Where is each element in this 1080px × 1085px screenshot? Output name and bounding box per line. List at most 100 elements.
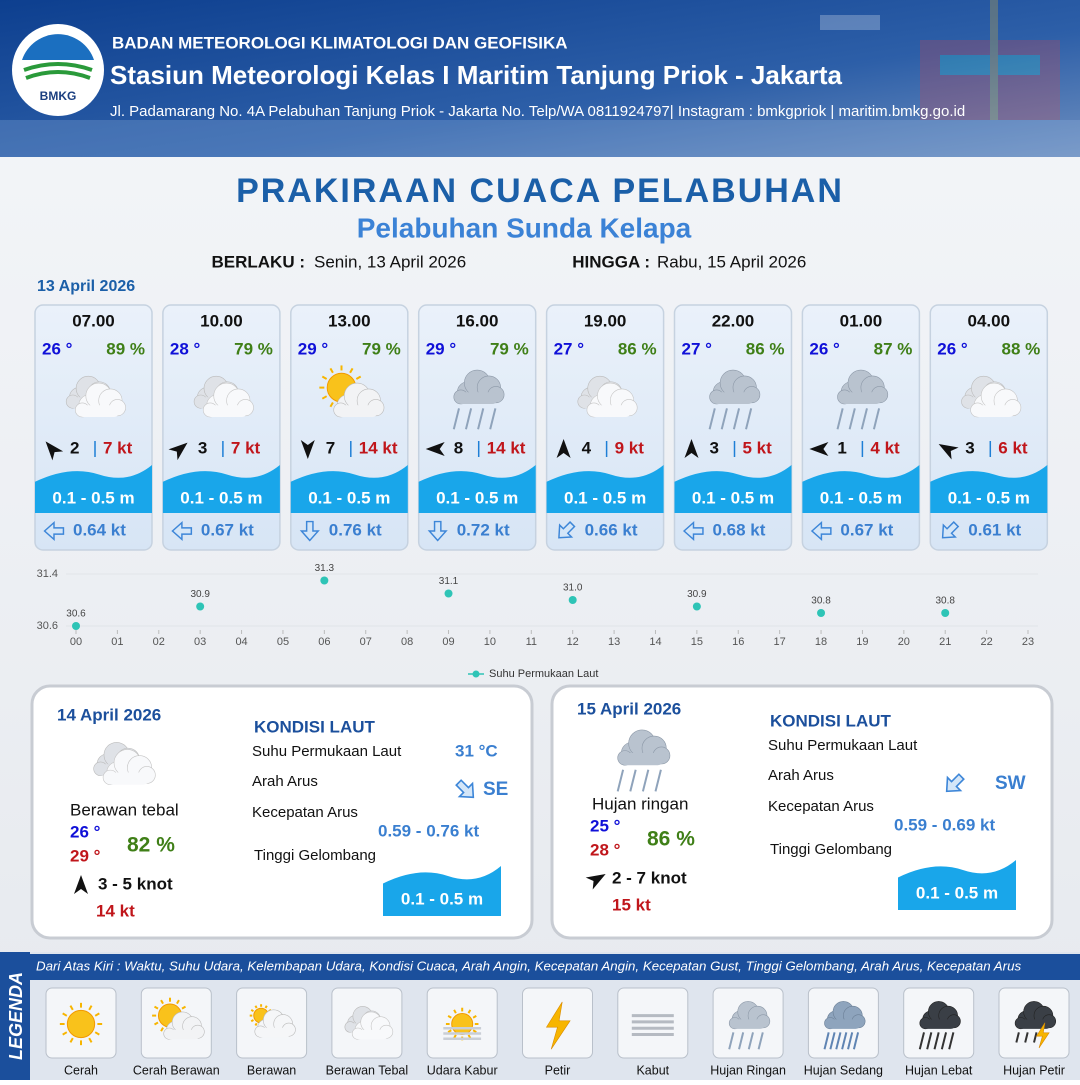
- card-time: 13.00: [328, 311, 371, 330]
- cloud-base: [589, 405, 632, 417]
- card-current: 0.68 kt: [713, 520, 766, 539]
- card-current: 0.64 kt: [73, 520, 126, 539]
- data-point: [817, 609, 826, 617]
- card-temp: 26 °: [809, 339, 840, 358]
- sun-ray: [160, 1027, 164, 1032]
- card-temp: 27 °: [554, 339, 585, 358]
- header-bg: [0, 0, 1080, 157]
- sea-wave-label: Tinggi Gelombang: [254, 847, 376, 864]
- sun: [66, 1009, 96, 1039]
- rain-drop: [933, 1032, 940, 1050]
- x-tick-label: 07: [360, 636, 372, 648]
- sea-sst: 31 °C: [455, 741, 498, 760]
- cloud-base: [620, 753, 664, 766]
- wind-arrow: [809, 442, 829, 456]
- x-tick-label: 18: [815, 636, 827, 648]
- sun-ray: [250, 1009, 254, 1013]
- card-current: 0.72 kt: [457, 520, 510, 539]
- logo-land: [23, 62, 93, 80]
- sun-ray: [153, 1021, 159, 1026]
- data-label: 31.3: [315, 563, 335, 574]
- rain-drop: [847, 1032, 854, 1050]
- card-humidity: 89 %: [106, 339, 145, 358]
- card-icon: [65, 375, 126, 418]
- cloud-base: [105, 772, 150, 785]
- logo-sky: [22, 34, 94, 60]
- x-tick-label: 19: [856, 636, 868, 648]
- rain-drop: [1033, 1032, 1038, 1043]
- wind-arrow: [74, 875, 88, 894]
- sun-ray: [69, 1037, 74, 1043]
- card-wind: 3: [965, 438, 974, 457]
- x-tick-label: 15: [691, 636, 703, 648]
- x-tick-label: 12: [567, 636, 579, 648]
- card-wave: [162, 465, 280, 513]
- sea-dir: SE: [483, 779, 508, 800]
- card-temp: 29 °: [426, 339, 457, 358]
- data-point: [196, 602, 205, 611]
- legend-title: LEGENDA: [6, 972, 26, 1060]
- card-wave-text: 0.1 - 0.5 m: [308, 488, 390, 507]
- cloud-base: [711, 392, 755, 404]
- rain-drop: [948, 1032, 955, 1050]
- current-arrow: [299, 520, 320, 542]
- day-gust: 14 kt: [96, 901, 135, 920]
- x-tick-label: 05: [277, 636, 289, 648]
- legend-item: Kabut: [636, 1063, 669, 1077]
- legend-icon: [152, 997, 205, 1040]
- agency: BADAN METEOROLOGI KLIMATOLOGI DAN GEOFIS…: [112, 33, 568, 52]
- wind-arrow: [938, 444, 959, 460]
- sea-wave-text: 0.1 - 0.5 m: [401, 889, 483, 908]
- rain-drop: [757, 1032, 764, 1050]
- x-tick-label: 10: [484, 636, 496, 648]
- legend-strip: [0, 952, 30, 1080]
- sun-ray: [472, 1029, 477, 1034]
- card-humidity: 87 %: [874, 339, 913, 358]
- current-arrow: [171, 520, 193, 542]
- card-humidity: 79 %: [234, 339, 273, 358]
- legend-icon: [631, 1014, 674, 1036]
- sun-ray: [467, 1009, 472, 1014]
- day-temp-max: 28 °: [590, 840, 621, 859]
- sun-ray: [69, 1005, 74, 1011]
- current-arrow: [945, 773, 965, 793]
- sun-ray: [349, 367, 354, 374]
- legend-icon: [344, 1006, 394, 1040]
- current-arrow: [682, 520, 704, 542]
- sea-speed: 0.59 - 0.76 kt: [378, 821, 479, 840]
- card-gust: 14 kt: [359, 438, 398, 457]
- card-current: 0.66 kt: [585, 520, 638, 539]
- wind-arrow: [300, 440, 315, 459]
- rain-drop: [732, 408, 741, 430]
- rain-drop: [489, 408, 497, 430]
- legend-icon: [443, 1007, 482, 1041]
- rain-drop: [860, 408, 868, 430]
- cloud-base: [921, 1019, 956, 1029]
- rain-drop: [641, 769, 650, 792]
- legend-icon: [1014, 1001, 1057, 1049]
- card-humidity: 88 %: [1002, 339, 1041, 358]
- x-tick-label: 22: [980, 636, 992, 648]
- sun-ray: [181, 1005, 187, 1010]
- card-current: 0.61 kt: [968, 520, 1021, 539]
- valid-from-label: BERLAKU :: [212, 252, 306, 271]
- card-gust: 5 kt: [743, 438, 773, 457]
- card-gust: 7 kt: [231, 438, 261, 457]
- cloud-base: [256, 1027, 291, 1038]
- rain-drop: [918, 1032, 925, 1050]
- rain-drop: [745, 408, 753, 430]
- data-point: [320, 576, 329, 585]
- x-tick-label: 11: [526, 636, 537, 648]
- card-wave-text: 0.1 - 0.5 m: [564, 488, 646, 507]
- sea-heading: KONDISI LAUT: [770, 711, 892, 730]
- sea-sst-label: Suhu Permukaan Laut: [768, 737, 918, 754]
- card-icon: [836, 369, 889, 430]
- legend-label: Suhu Permukaan Laut: [489, 668, 598, 680]
- day-gust: 15 kt: [612, 895, 651, 914]
- legend-icon: [728, 1001, 771, 1050]
- rain-drop: [720, 408, 728, 430]
- legend-icon: [918, 1001, 961, 1050]
- sun-ray: [453, 1009, 457, 1014]
- x-tick-label: 00: [70, 636, 82, 648]
